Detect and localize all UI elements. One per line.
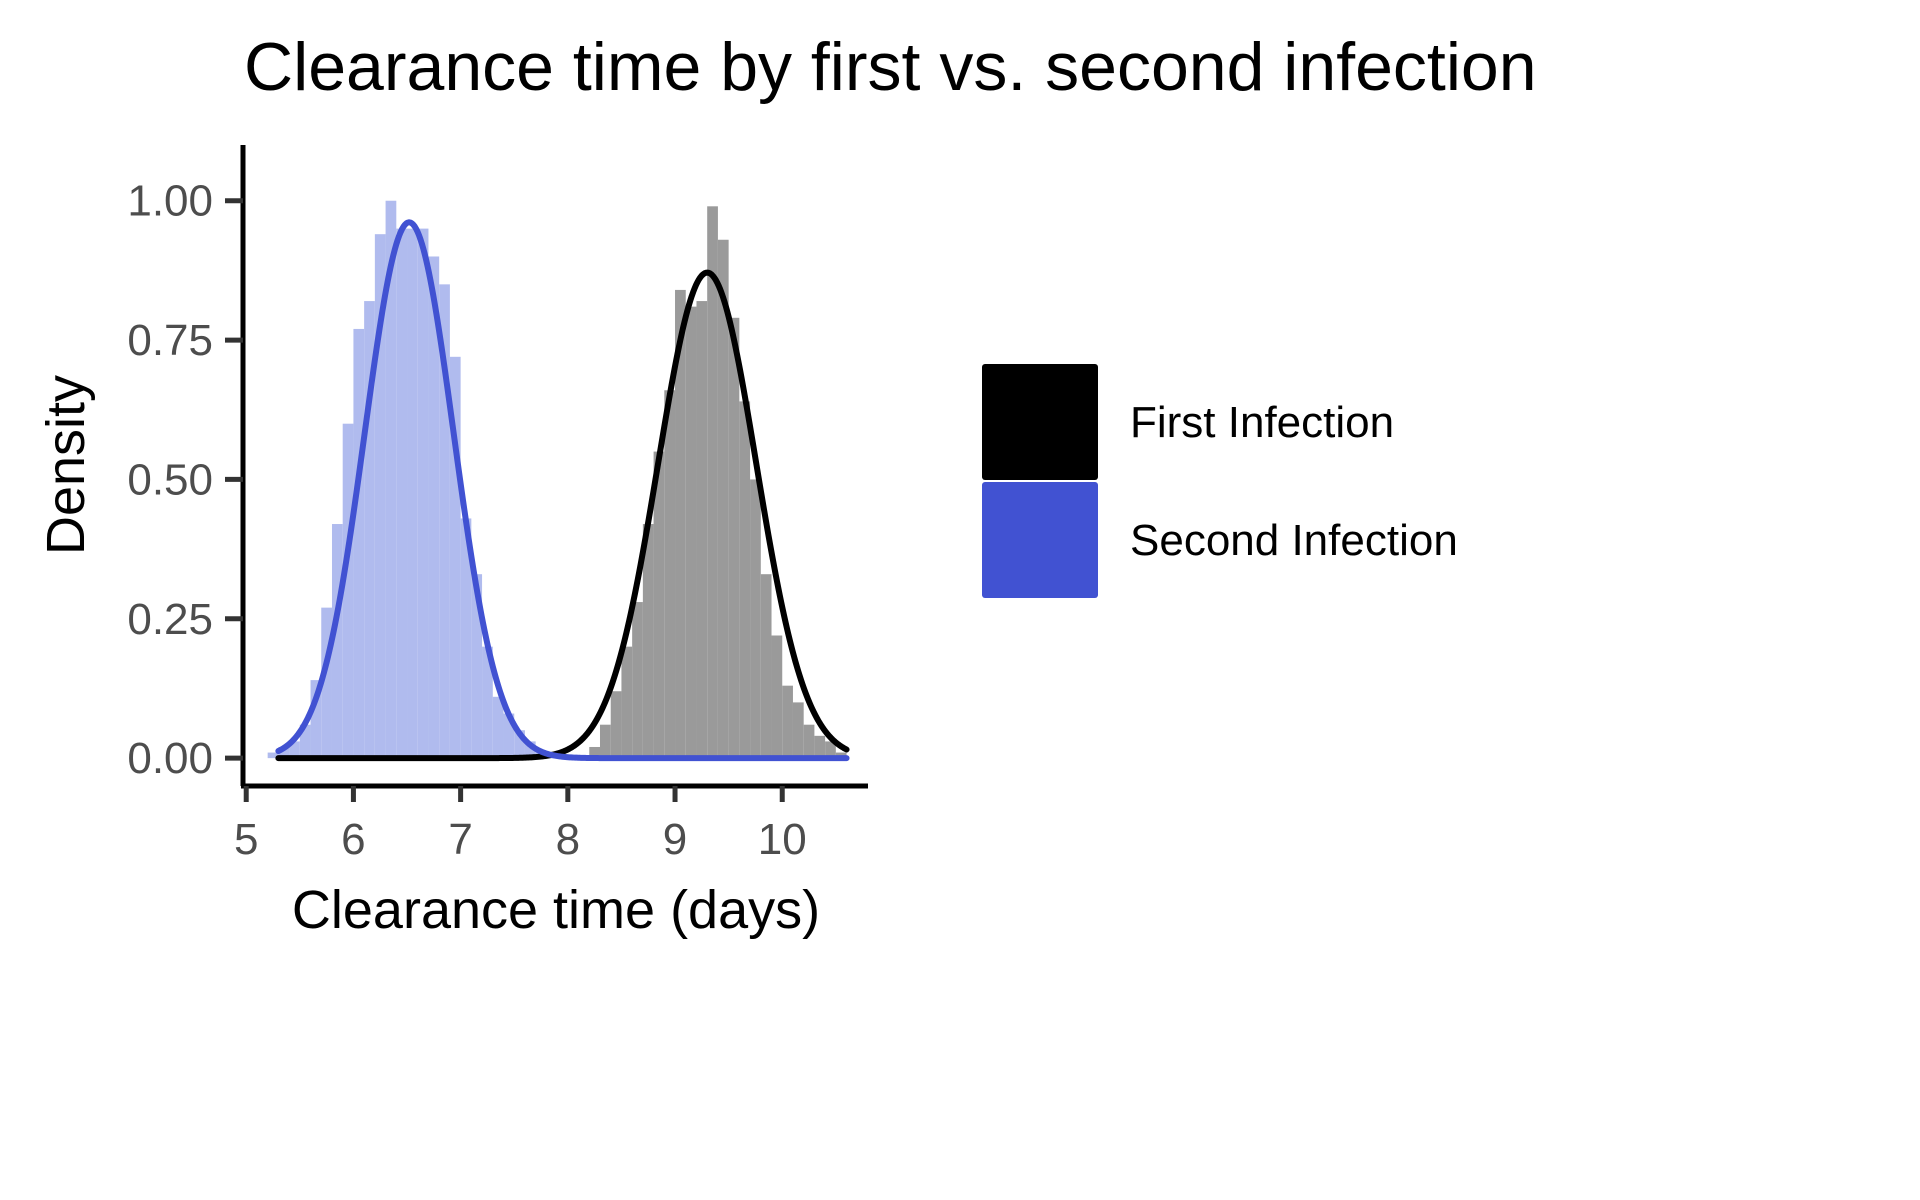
histogram-bar	[299, 724, 311, 759]
legend-key	[982, 482, 1098, 598]
histogram-bar	[417, 228, 429, 759]
x-tick-label: 5	[234, 815, 258, 864]
y-tick-label: 0.75	[127, 316, 213, 365]
histogram-bar	[642, 524, 654, 759]
histogram-bar	[696, 301, 708, 759]
histogram-bar	[792, 702, 804, 759]
histogram-bar	[503, 713, 515, 759]
histogram-bar	[364, 301, 375, 759]
histogram-bar	[782, 685, 793, 759]
histogram-bar	[289, 741, 300, 759]
histogram-bar	[814, 735, 826, 759]
histogram-first-infection	[589, 206, 847, 759]
y-tick-label: 0.25	[127, 595, 213, 644]
histogram-bar	[439, 284, 450, 759]
histogram-bar	[599, 724, 611, 759]
histogram-bar	[717, 239, 729, 759]
histogram-bar	[675, 289, 686, 759]
x-tick-label: 9	[663, 815, 687, 864]
histogram-bar	[331, 524, 343, 759]
histogram-bar	[321, 607, 332, 759]
histogram-bar	[750, 479, 761, 759]
histogram-bar	[353, 328, 365, 759]
y-tick-label: 0.00	[127, 734, 213, 783]
histogram-bar	[760, 574, 772, 759]
legend-label: First Infection	[1130, 398, 1394, 447]
plot-area	[267, 200, 850, 762]
histogram-bar	[621, 646, 633, 759]
legend-item: Second Infection	[982, 482, 1458, 598]
histogram-bar	[610, 691, 622, 759]
histogram-bar	[482, 646, 493, 759]
histogram-bar	[589, 746, 600, 759]
x-tick-label: 6	[341, 815, 365, 864]
histogram-bar	[653, 451, 665, 759]
y-tick-label: 0.50	[127, 455, 213, 504]
histogram-bar	[685, 306, 697, 759]
histogram-bar	[803, 724, 815, 759]
legend: First Infection Second Infection	[982, 364, 1458, 598]
histogram-bar	[267, 752, 279, 759]
y-axis-label: Density	[36, 375, 96, 555]
histogram-bar	[492, 696, 504, 759]
density-curve-second-infection	[275, 219, 850, 762]
histogram-bar	[342, 423, 354, 759]
histogram-bar	[514, 730, 525, 759]
histogram-bar	[524, 741, 536, 759]
histogram-bar	[310, 680, 322, 759]
histogram-bar	[428, 256, 440, 759]
x-axis: 5 6 7 8 9 10	[234, 783, 868, 864]
histogram-second-infection	[267, 200, 558, 759]
y-axis: 0.00 0.25 0.50 0.75 1.00	[127, 145, 246, 786]
chart-title: Clearance time by first vs. second infec…	[244, 29, 1537, 105]
y-tick-label: 1.00	[127, 177, 213, 226]
histogram-bar	[460, 518, 472, 759]
histogram-bar	[449, 356, 461, 759]
histogram-bar	[707, 206, 718, 759]
x-axis-label: Clearance time (days)	[292, 880, 820, 940]
legend-key	[982, 364, 1098, 480]
histogram-bar	[385, 200, 397, 759]
x-tick-label: 7	[448, 815, 472, 864]
legend-label: Second Infection	[1130, 516, 1458, 565]
histogram-bar	[739, 401, 751, 759]
chart-svg: Clearance time by first vs. second infec…	[36, 29, 1537, 940]
chart-container: Clearance time by first vs. second infec…	[36, 29, 1537, 940]
histogram-bar	[374, 234, 386, 759]
histogram-bar	[771, 635, 783, 759]
histogram-bar	[825, 741, 836, 759]
histogram-bar	[278, 746, 290, 759]
histogram-bar	[664, 390, 676, 759]
histogram-bar	[396, 228, 408, 759]
legend-item: First Infection	[982, 364, 1394, 480]
histogram-bar	[407, 228, 418, 759]
histogram-bar	[471, 574, 483, 759]
histogram-bar	[728, 317, 740, 759]
histogram-bar	[632, 602, 643, 759]
density-curve-first-infection	[275, 269, 850, 762]
x-tick-label: 8	[556, 815, 580, 864]
x-tick-label: 10	[758, 815, 807, 864]
